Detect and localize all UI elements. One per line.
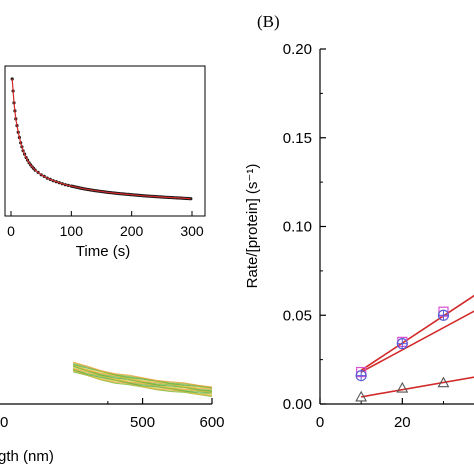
triangle-point — [396, 381, 409, 393]
y-tick-label: 0.05 — [283, 307, 312, 324]
panel-a-partial-tick-label: 0 — [0, 414, 8, 431]
circle-plus-point — [355, 370, 367, 382]
inset-fit-line — [11, 78, 191, 200]
y-tick-label: 0.20 — [283, 41, 312, 58]
panel-b-data — [355, 306, 450, 402]
inset-x-ticks: 0 100 200 300 — [7, 211, 204, 239]
inset-point — [10, 77, 14, 81]
panel-b-x-ticks: 0 20 — [316, 398, 444, 431]
panel-b-label: (B) — [257, 12, 280, 31]
panel-b-ylabel: Rate/[protein] (s⁻¹) — [244, 164, 261, 289]
inset-frame — [4, 65, 206, 217]
inset-x-tick-label: 300 — [180, 223, 204, 239]
circle-plus-point — [396, 338, 408, 350]
inset-xlabel: Time (s) — [76, 243, 130, 260]
x-tick-label: 500 — [130, 414, 155, 431]
inset-x-tick-label: 100 — [60, 223, 84, 239]
spectrum-line — [72, 369, 213, 394]
x-tick-label: 600 — [199, 414, 224, 431]
y-tick-label: 0.00 — [283, 396, 312, 413]
inset-data — [10, 77, 193, 201]
panel-a-x-ticks: 500 600 — [107, 398, 225, 431]
x-tick-label: 0 — [316, 414, 324, 431]
fit-line — [360, 294, 474, 371]
y-tick-label: 0.10 — [283, 219, 312, 236]
fit-line — [360, 310, 474, 373]
triangle-point — [437, 376, 450, 388]
panel-a: 500 600 0 gth (nm) 0 100 200 300 Time (s) — [0, 65, 225, 465]
panel-b-fit-lines — [360, 294, 474, 398]
panel-a-spectra — [72, 361, 213, 397]
y-tick-label: 0.15 — [283, 130, 312, 147]
spectrum-line — [72, 364, 213, 390]
panel-a-xlabel: gth (nm) — [0, 448, 54, 465]
spectrum-line — [72, 361, 213, 388]
x-tick-label: 20 — [394, 414, 411, 431]
inset-x-tick-label: 200 — [120, 223, 144, 239]
fit-line — [361, 376, 474, 398]
spectrum-line — [72, 368, 213, 394]
inset-x-tick-label: 0 — [7, 223, 15, 239]
spectrum-line — [72, 364, 213, 389]
triangle-point — [355, 390, 368, 402]
panel-b-y-ticks: 0.00 0.05 0.10 0.15 0.20 — [283, 41, 326, 413]
inset: 0 100 200 300 Time (s) — [4, 65, 206, 260]
circle-plus-point — [437, 309, 450, 321]
panel-b: (B) 0.00 0.05 0.10 0.15 0.20 0 20 Rate/[prote… — [244, 12, 474, 431]
